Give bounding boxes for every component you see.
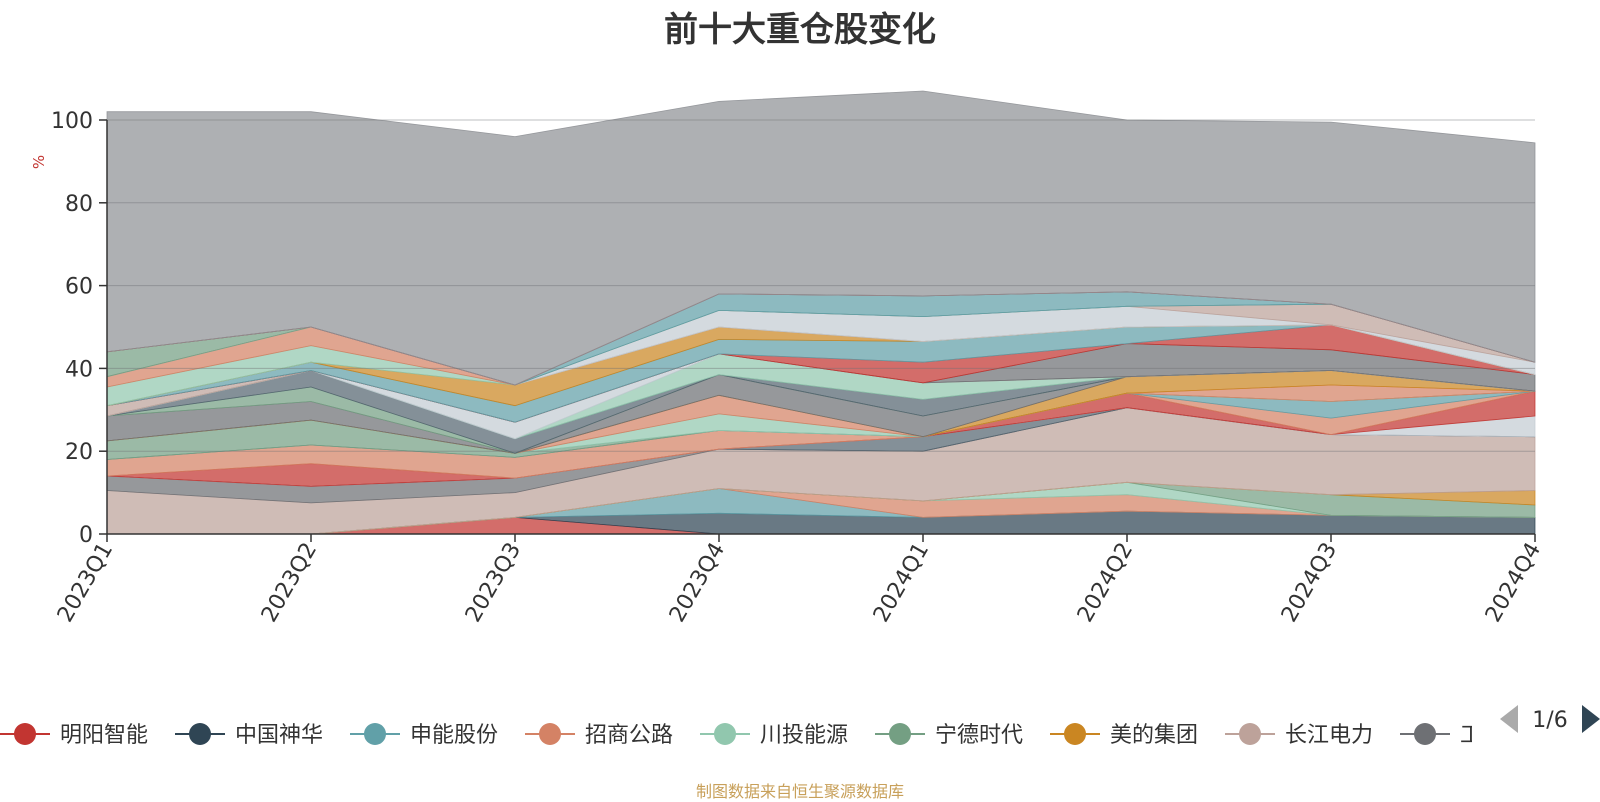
x-tick-label-1: 2023Q2 bbox=[257, 539, 322, 627]
x-tick-label-2: 2023Q3 bbox=[461, 539, 526, 627]
legend-marker-5 bbox=[889, 723, 911, 745]
legend-pager[interactable]: 1/6 bbox=[1500, 705, 1600, 733]
legend-marker-7 bbox=[1239, 723, 1261, 745]
legend-item-0[interactable]: 明阳智能 bbox=[0, 723, 148, 748]
y-tick-label-1: 20 bbox=[65, 440, 93, 465]
legend-marker-6 bbox=[1064, 723, 1086, 745]
legend-marker-0 bbox=[14, 723, 36, 745]
legend-marker-2 bbox=[364, 723, 386, 745]
legend-label-3: 招商公路 bbox=[585, 723, 673, 748]
x-tick-label-4: 2024Q1 bbox=[869, 539, 934, 627]
legend-item-1[interactable]: 中国神华 bbox=[175, 723, 323, 748]
legend-label-2: 申能股份 bbox=[410, 723, 498, 748]
legend-marker-8 bbox=[1414, 723, 1436, 745]
area-series-group bbox=[106, 90, 1536, 535]
y-axis-label: % bbox=[30, 155, 48, 169]
legend-marker-3 bbox=[539, 723, 561, 745]
legend-label-5: 宁德时代 bbox=[935, 723, 1023, 748]
legend-label-8: 工 bbox=[1460, 723, 1482, 748]
legend-label-4: 川投能源 bbox=[760, 723, 848, 748]
y-tick-label-3: 60 bbox=[65, 275, 93, 300]
y-tick-label-5: 100 bbox=[51, 109, 93, 134]
legend-page-indicator: 1/6 bbox=[1532, 708, 1567, 733]
legend-marker-4 bbox=[714, 723, 736, 745]
legend-item-7[interactable]: 长江电力 bbox=[1225, 723, 1373, 748]
y-tick-label-4: 80 bbox=[65, 192, 93, 217]
legend-item-5[interactable]: 宁德时代 bbox=[875, 723, 1023, 748]
area-series-35 bbox=[106, 90, 1536, 386]
legend-next-arrow-icon[interactable] bbox=[1582, 705, 1600, 733]
x-tick-label-3: 2023Q4 bbox=[665, 539, 730, 627]
legend-item-6[interactable]: 美的集团 bbox=[1050, 723, 1198, 748]
axes bbox=[99, 119, 1536, 542]
x-tick-label-5: 2024Q2 bbox=[1073, 539, 1138, 627]
legend-marker-1 bbox=[189, 723, 211, 745]
grid-lines bbox=[107, 119, 1535, 452]
legend-item-2[interactable]: 申能股份 bbox=[350, 723, 498, 748]
x-tick-label-0: 2023Q1 bbox=[53, 539, 118, 627]
x-tick-labels: 2023Q1 2023Q2 2023Q3 2023Q4 2024Q1 2024Q2 2024… bbox=[53, 539, 1546, 627]
legend-prev-arrow-icon[interactable] bbox=[1500, 705, 1518, 733]
y-tick-label-2: 40 bbox=[65, 357, 93, 382]
x-tick-label-7: 2024Q4 bbox=[1481, 539, 1546, 627]
legend-label-0: 明阳智能 bbox=[60, 723, 148, 748]
legend-label-7: 长江电力 bbox=[1285, 723, 1373, 748]
legend[interactable]: 明阳智能 中国神华 申能股份 招商公路 川投能源 宁德时代 美的集团 长江电力 工 bbox=[0, 723, 1482, 748]
legend-label-1: 中国神华 bbox=[235, 723, 323, 748]
chart-title: 前十大重仓股变化 bbox=[664, 10, 936, 50]
legend-item-4[interactable]: 川投能源 bbox=[700, 723, 848, 748]
y-tick-label-0: 0 bbox=[79, 523, 93, 548]
y-tick-labels: 0 20 40 60 80 100 bbox=[51, 109, 93, 548]
legend-label-6: 美的集团 bbox=[1110, 723, 1198, 748]
x-tick-label-6: 2024Q3 bbox=[1277, 539, 1342, 627]
legend-item-8[interactable]: 工 bbox=[1400, 723, 1482, 748]
data-source-note: 制图数据来自恒生聚源数据库 bbox=[695, 782, 904, 801]
legend-item-3[interactable]: 招商公路 bbox=[525, 723, 673, 748]
